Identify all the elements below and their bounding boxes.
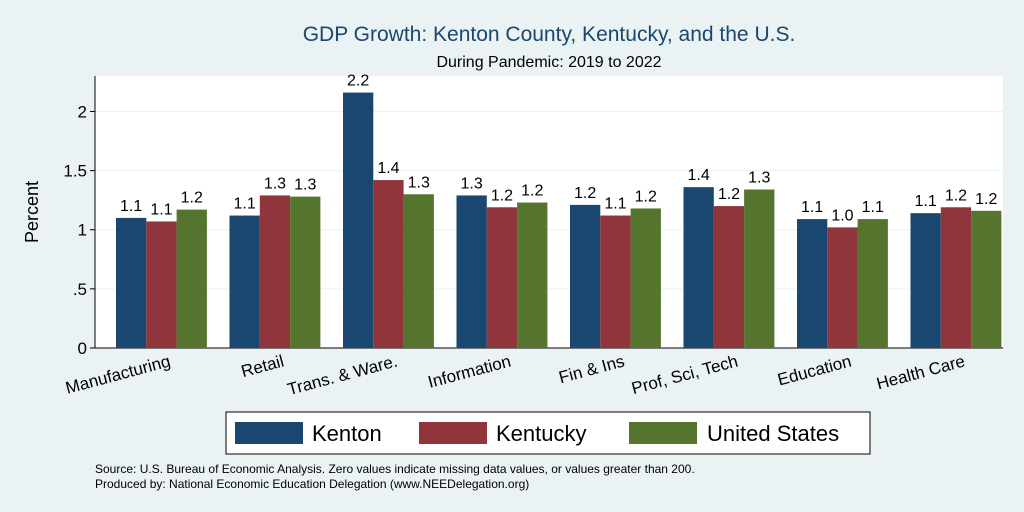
data-label: 1.1: [234, 196, 256, 213]
bar-kentucky: [600, 215, 631, 348]
category-labels: Manufacturing Retail Trans. & Ware. Informa…: [64, 352, 967, 400]
data-label: 1.2: [975, 191, 997, 208]
data-label: 1.3: [748, 170, 770, 187]
data-label: 1.1: [915, 193, 937, 210]
data-label: 1.2: [521, 183, 543, 200]
category-label: Trans. & Ware.: [285, 352, 399, 400]
data-label: 1.4: [377, 160, 399, 177]
category-label: Manufacturing: [64, 352, 173, 398]
data-label: 1.3: [408, 174, 430, 191]
legend-swatch-united-states: [629, 422, 697, 444]
bar-kentucky: [373, 180, 404, 348]
legend-swatch-kentucky: [419, 422, 487, 444]
bar-kentucky: [940, 207, 972, 348]
legend-box: [225, 411, 871, 455]
chart-title: GDP Growth: Kenton County, Kentucky, and…: [303, 23, 796, 46]
data-label: 1.2: [945, 187, 967, 204]
y-tick-label: .5: [73, 280, 87, 299]
data-label: 1.0: [831, 207, 853, 224]
bars: [116, 92, 1002, 348]
category-label: Prof, Sci, Tech: [629, 352, 739, 399]
bar-united-states: [630, 208, 661, 348]
bar-united-states: [403, 194, 434, 348]
bar-united-states: [290, 196, 321, 348]
y-axis-label: Percent: [22, 181, 42, 243]
bar-kenton: [570, 204, 601, 348]
y-tick-label: 1.5: [63, 162, 87, 181]
data-label: 1.1: [801, 199, 823, 216]
source-note: Source: U.S. Bureau of Economic Analysis…: [95, 462, 695, 476]
bar-kentucky: [486, 207, 518, 348]
data-label: 1.3: [294, 177, 316, 194]
produced-by-note: Produced by: National Economic Education…: [95, 477, 530, 491]
y-tick-label: 1: [78, 221, 87, 240]
data-label: 1.2: [574, 185, 596, 202]
bar-kenton: [343, 92, 374, 348]
data-label: 1.1: [150, 201, 172, 218]
legend-label: United States: [707, 421, 839, 446]
data-label: 2.2: [347, 73, 369, 90]
category-label: Health Care: [874, 352, 967, 394]
data-label: 1.2: [491, 187, 513, 204]
data-label: 1.1: [604, 196, 626, 213]
bar-kenton: [910, 213, 941, 348]
bar-kentucky: [259, 195, 291, 348]
category-label: Education: [776, 352, 854, 390]
category-label: Fin & Ins: [557, 352, 627, 388]
data-label: 1.3: [461, 175, 483, 192]
data-label: 1.1: [120, 198, 142, 215]
bar-kenton: [683, 187, 714, 348]
legend-label: Kenton: [312, 421, 382, 446]
data-label: 1.3: [264, 175, 286, 192]
data-label: 1.1: [862, 199, 884, 216]
bar-united-states: [176, 209, 207, 348]
legend-swatch-kenton: [235, 422, 303, 444]
legend: Kenton Kentucky United States: [225, 411, 871, 455]
bar-kentucky: [713, 206, 745, 348]
bar-kentucky: [146, 221, 177, 348]
bar-united-states: [857, 219, 888, 348]
data-label: 1.2: [635, 188, 657, 205]
data-label: 1.4: [688, 167, 710, 184]
data-label: 1.2: [181, 190, 203, 207]
bar-united-states: [744, 189, 775, 348]
legend-label: Kentucky: [496, 421, 587, 446]
bar-united-states: [971, 210, 1002, 348]
y-tick-label: 0: [78, 339, 87, 358]
bar-kenton: [797, 219, 828, 348]
bar-kenton: [229, 215, 260, 348]
y-tick-label: 2: [78, 102, 87, 121]
category-label: Retail: [239, 352, 286, 382]
chart-subtitle: During Pandemic: 2019 to 2022: [436, 54, 661, 71]
bar-kentucky: [827, 227, 858, 348]
bar-kenton: [456, 195, 487, 348]
category-label: Information: [426, 352, 513, 392]
data-label: 1.2: [718, 186, 740, 203]
data-labels: 1.1 1.1 1.2 1.1 1.3 1.3 2.2 1.4 1.3 1.3 1.2 1.2 1.2 1…: [120, 73, 997, 225]
bar-kenton: [116, 217, 147, 348]
bar-united-states: [517, 202, 548, 348]
